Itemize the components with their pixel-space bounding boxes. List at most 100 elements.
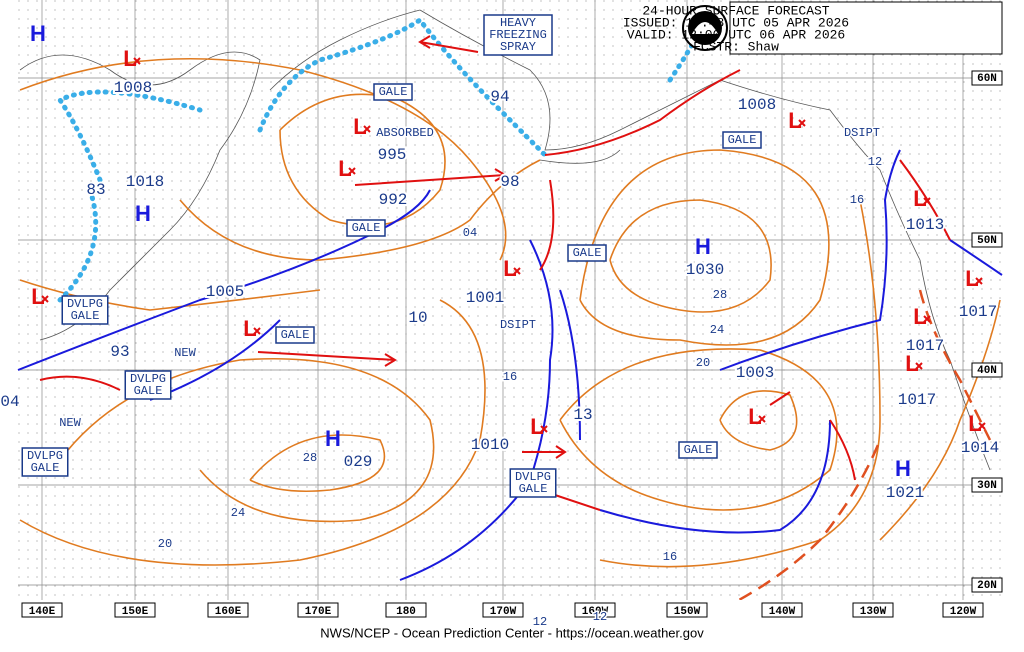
longitude-box: [761, 602, 803, 618]
low-marker: [133, 57, 141, 65]
box-label: GALE: [379, 85, 408, 99]
longitude-label: 150E: [122, 606, 149, 618]
low-center: L: [913, 304, 926, 329]
latitude-label: 30N: [977, 480, 997, 492]
isobar-label: 12: [593, 610, 607, 624]
label-box: [509, 468, 557, 498]
box-label: GALE: [573, 246, 602, 260]
longitude-label: 120W: [950, 606, 977, 618]
longitude-box: [482, 602, 524, 618]
isobar-label: 16: [850, 193, 864, 207]
box-label: DVLPG: [515, 470, 551, 484]
low-marker: [41, 295, 49, 303]
label-box: [678, 441, 718, 459]
label-box: [346, 219, 386, 237]
low-center: L: [748, 404, 761, 429]
box-label: HEAVY: [500, 16, 536, 30]
latitude-label: 50N: [977, 235, 997, 247]
coastlines: [19, 9, 991, 471]
latitude-box: [971, 70, 1003, 86]
forecast-line: FCSTR: Shaw: [693, 39, 779, 54]
low-marker: [363, 125, 371, 133]
longitude-box: [574, 602, 616, 618]
low-marker: [978, 422, 986, 430]
pressure-label: 1010: [471, 436, 509, 454]
forecast-line: 24-HOUR SURFACE FORECAST: [642, 3, 829, 18]
high-center: H: [895, 456, 911, 481]
high-center: H: [30, 21, 46, 46]
note: ABSORBED: [376, 126, 434, 140]
longitude-box: [114, 602, 156, 618]
box-label: GALE: [134, 384, 163, 398]
pressure-label: 1008: [738, 96, 776, 114]
isobar-label: 12: [868, 155, 882, 169]
isobar-label: 24: [710, 323, 724, 337]
low-center: L: [31, 284, 44, 309]
note: DSIPT: [500, 318, 536, 332]
box-label: GALE: [519, 482, 548, 496]
note: NEW: [59, 416, 81, 430]
pressure-label: 10: [408, 309, 427, 327]
isobar-label: 16: [663, 550, 677, 564]
longitude-label: 170W: [490, 606, 517, 618]
forecast-line: ISSUED: 17:48 UTC 05 APR 2026: [623, 15, 849, 30]
pressure-label: 029: [344, 453, 373, 471]
box-label: DVLPG: [130, 372, 166, 386]
low-center: L: [353, 114, 366, 139]
pressure-label: 93: [110, 343, 129, 361]
note: DSIPT: [844, 126, 880, 140]
pressure-label: 1014: [961, 439, 999, 457]
high-center: H: [695, 234, 711, 259]
longitude-label: 140W: [769, 606, 796, 618]
low-marker: [253, 327, 261, 335]
longitude-box: [297, 602, 339, 618]
low-marker: [923, 315, 931, 323]
longitude-box: [666, 602, 708, 618]
pressure-label: 04: [0, 393, 19, 411]
high-center: H: [135, 201, 151, 226]
longitude-label: 140E: [29, 606, 56, 618]
latitude-label: 40N: [977, 365, 997, 377]
longitude-box: [21, 602, 63, 618]
box-label: SPRAY: [500, 40, 536, 54]
low-center: L: [338, 156, 351, 181]
low-center: L: [905, 351, 918, 376]
label-box: [21, 447, 69, 477]
isobar-label: 20: [158, 537, 172, 551]
label-box: [275, 326, 315, 344]
pressure-label: 1021: [886, 484, 924, 502]
pressure-label: 1003: [736, 364, 774, 382]
latitude-box: [971, 477, 1003, 493]
pressure-label: 1001: [466, 289, 504, 307]
pressure-label: 1017: [898, 391, 936, 409]
isobar-label: 12: [533, 615, 547, 629]
box-label: GALE: [71, 309, 100, 323]
pressure-label: 1018: [126, 173, 164, 191]
low-center: L: [530, 414, 543, 439]
pressure-label: 1017: [959, 303, 997, 321]
note: NEW: [174, 346, 196, 360]
forecast-line: VALID: 12:00 UTC 06 APR 2026: [627, 27, 845, 42]
low-marker: [923, 197, 931, 205]
pressure-label: 94: [490, 88, 509, 106]
pressure-label: 13: [573, 406, 592, 424]
low-marker: [798, 119, 806, 127]
longitude-box: [385, 602, 427, 618]
low-center: L: [123, 46, 136, 71]
latitude-label: 20N: [977, 580, 997, 592]
latitude-box: [971, 232, 1003, 248]
latitude-box: [971, 577, 1003, 593]
low-marker: [758, 415, 766, 423]
label-box: [373, 83, 413, 101]
longitude-box: [852, 602, 894, 618]
isobar-label: 28: [303, 451, 317, 465]
map-area: [18, 0, 1002, 600]
longitude-label: 130W: [860, 606, 887, 618]
box-label: DVLPG: [27, 449, 63, 463]
pressure-label: 98: [500, 173, 519, 191]
low-center: L: [788, 108, 801, 133]
low-center: L: [968, 411, 981, 436]
movement-arrows: [257, 35, 791, 459]
